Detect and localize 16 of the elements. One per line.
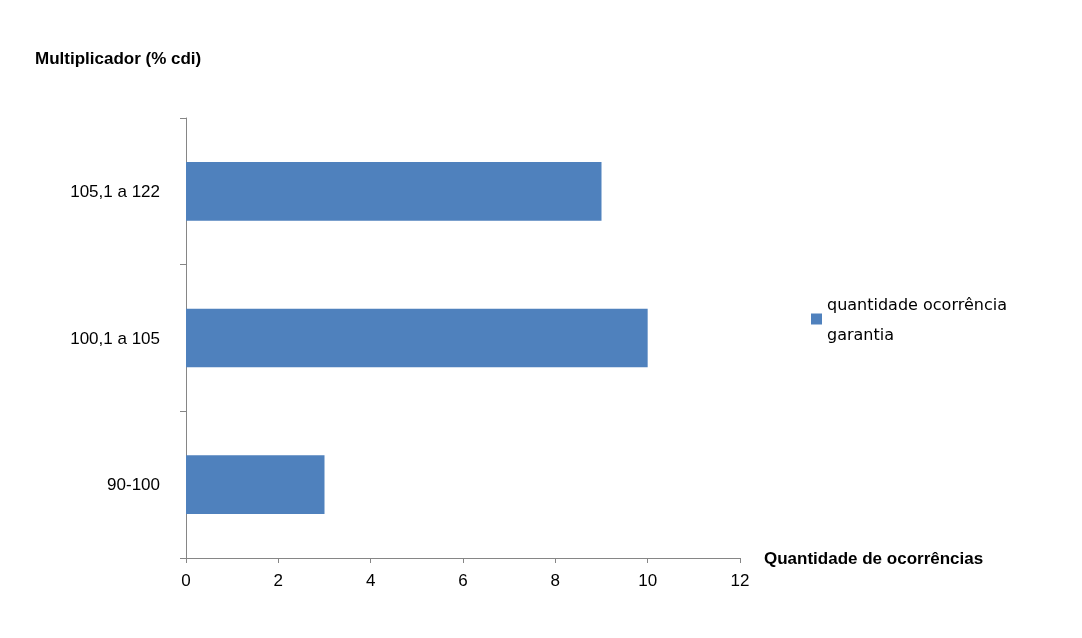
x-tick-label: 0 xyxy=(181,571,191,590)
legend-label: quantidade ocorrência garantia xyxy=(827,294,1013,344)
x-tick-label: 2 xyxy=(273,571,284,590)
x-tick-label: 12 xyxy=(730,571,750,590)
x-axis-title: Quantidade de ocorrências xyxy=(764,548,984,568)
bar xyxy=(186,308,648,368)
bar xyxy=(186,455,325,514)
y-axis-title: Multiplicador (% cdi) xyxy=(35,49,202,68)
y-tick-label: 105,1 a 122 xyxy=(70,181,160,201)
x-tick-label: 6 xyxy=(458,571,468,590)
x-tick-label: 8 xyxy=(550,571,561,590)
y-tick-label: 100,1 a 105 xyxy=(70,328,160,348)
x-tick-label: 10 xyxy=(638,571,658,590)
y-tick-label: 90-100 xyxy=(107,475,160,495)
bar xyxy=(186,162,602,221)
x-tick-label: 4 xyxy=(365,571,376,590)
